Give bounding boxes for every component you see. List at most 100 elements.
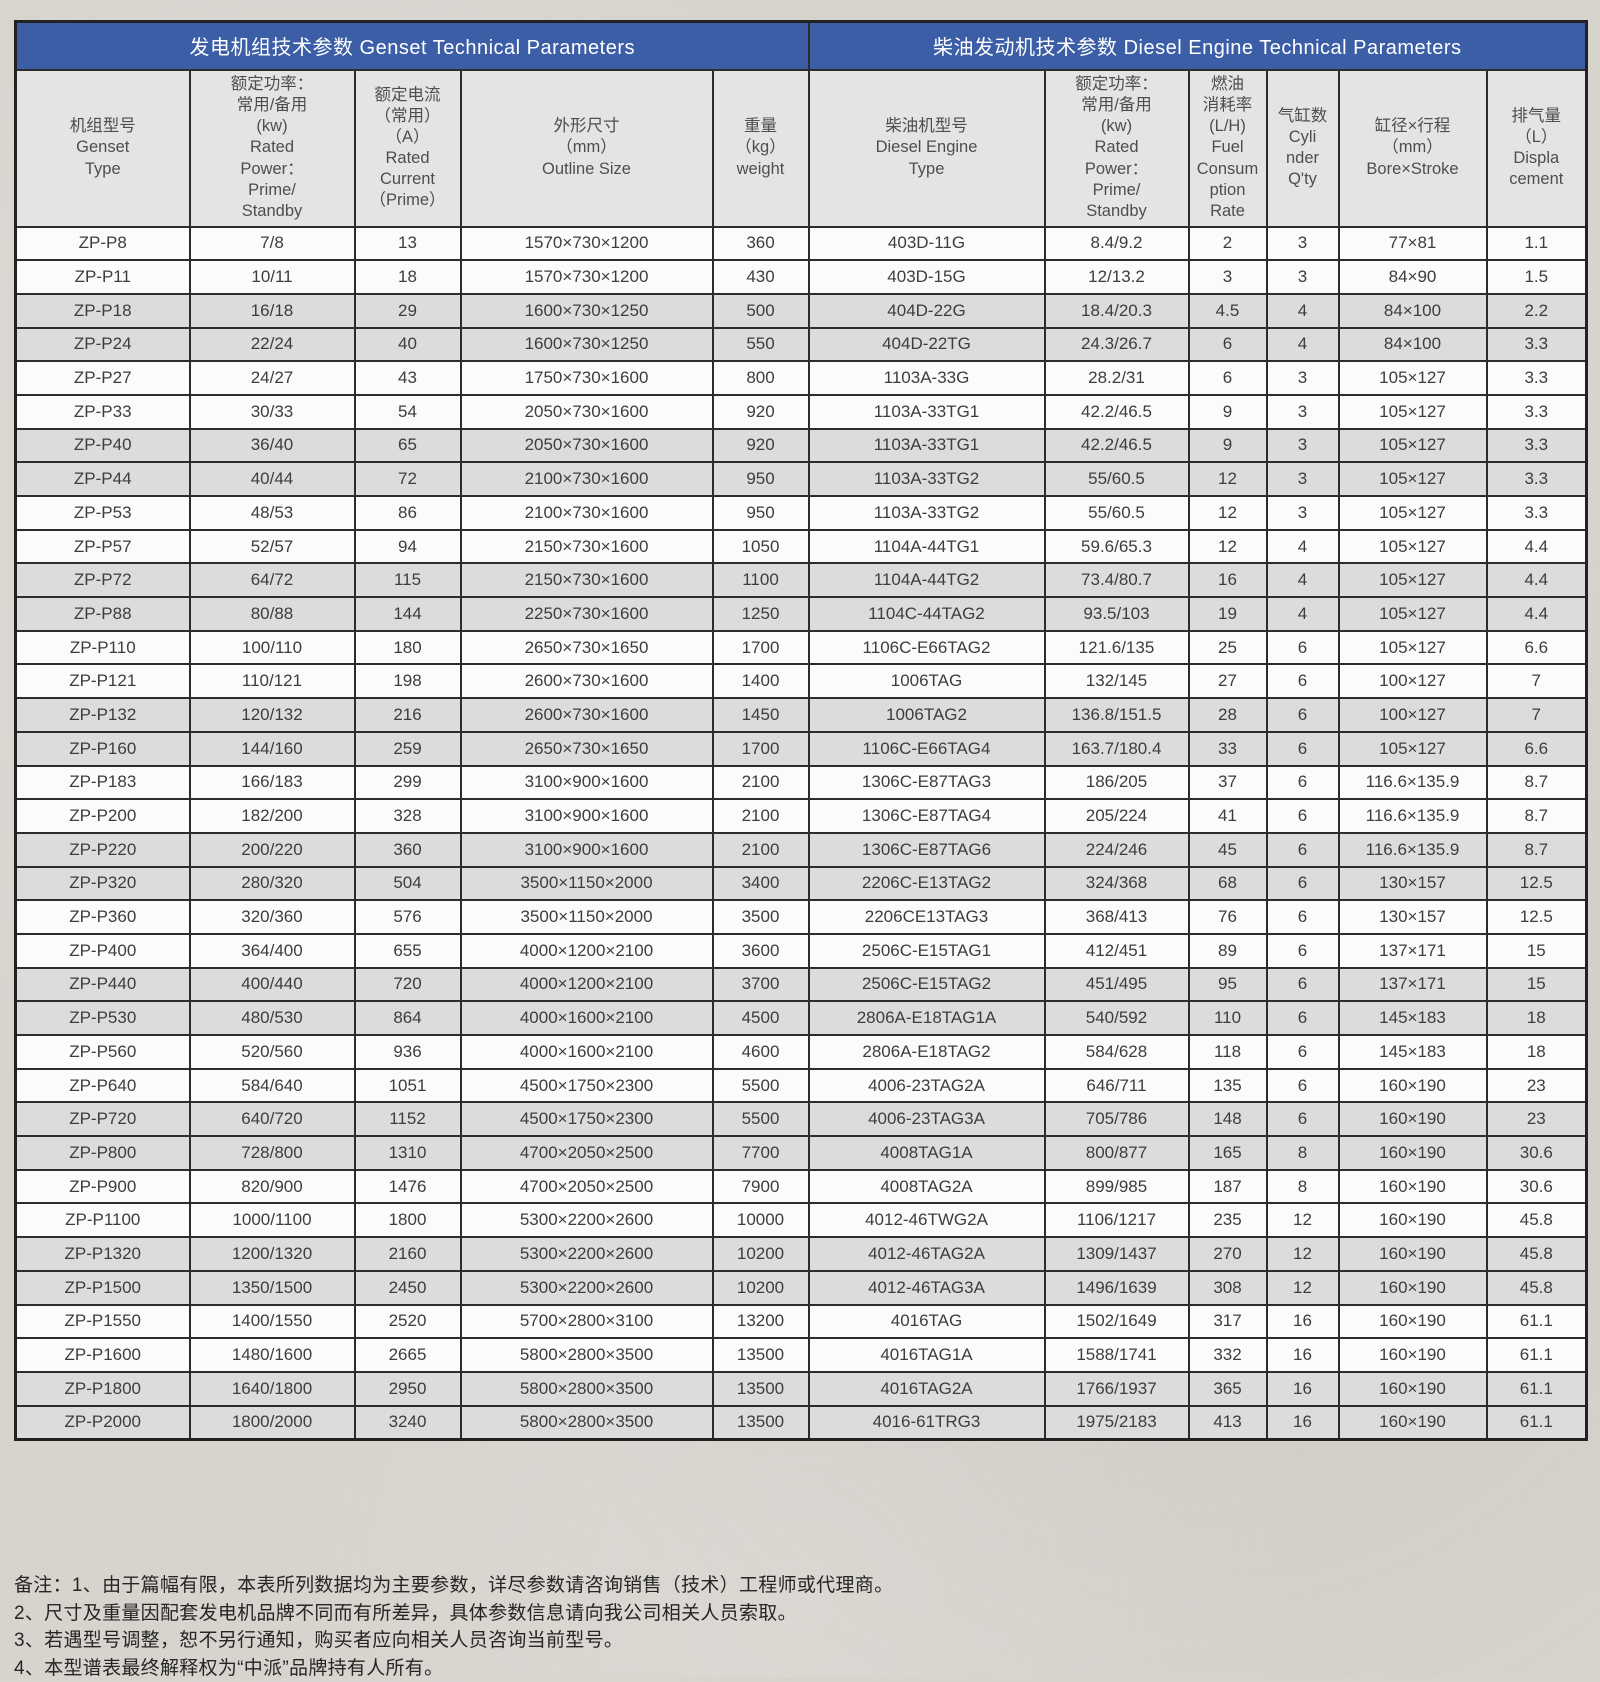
footnote-line: 2、尺寸及重量因配套发电机品牌不同而有所差异，具体参数信息请向我公司相关人员索取… xyxy=(14,1600,1574,1628)
table-cell: 6.6 xyxy=(1487,631,1587,665)
table-cell: 1106C-E66TAG4 xyxy=(809,732,1045,766)
table-cell: 1570×730×1200 xyxy=(461,227,713,261)
table-cell: 6 xyxy=(1267,631,1339,665)
table-cell: 368/413 xyxy=(1045,900,1189,934)
table-cell: 864 xyxy=(355,1001,461,1035)
table-cell: 216 xyxy=(355,698,461,732)
table-cell: 6 xyxy=(1267,1069,1339,1103)
table-cell: 4006-23TAG3A xyxy=(809,1102,1045,1136)
table-cell: 404D-22G xyxy=(809,294,1045,328)
table-cell: 705/786 xyxy=(1045,1102,1189,1136)
table-cell: 30.6 xyxy=(1487,1170,1587,1204)
table-cell: 68 xyxy=(1189,867,1267,901)
table-cell: 1006TAG xyxy=(809,664,1045,698)
table-cell: ZP-P11 xyxy=(16,260,190,294)
table-cell: 18.4/20.3 xyxy=(1045,294,1189,328)
table-cell: 6 xyxy=(1189,328,1267,362)
table-cell: 29 xyxy=(355,294,461,328)
table-cell: 4016TAG1A xyxy=(809,1338,1045,1372)
table-cell: 4000×1200×2100 xyxy=(461,934,713,968)
table-cell: 1588/1741 xyxy=(1045,1338,1189,1372)
table-cell: 25 xyxy=(1189,631,1267,665)
table-cell: 4 xyxy=(1267,563,1339,597)
table-cell: 950 xyxy=(713,496,809,530)
table-cell: 1496/1639 xyxy=(1045,1271,1189,1305)
table-cell: 2520 xyxy=(355,1305,461,1339)
table-cell: 235 xyxy=(1189,1203,1267,1237)
table-cell: 76 xyxy=(1189,900,1267,934)
table-cell: 5800×2800×3500 xyxy=(461,1406,713,1440)
table-cell: ZP-P53 xyxy=(16,496,190,530)
table-cell: 365 xyxy=(1189,1372,1267,1406)
table-cell: 18 xyxy=(1487,1001,1587,1035)
table-cell: 3100×900×1600 xyxy=(461,799,713,833)
table-cell: 55/60.5 xyxy=(1045,496,1189,530)
table-cell: 1306C-E87TAG4 xyxy=(809,799,1045,833)
table-cell: 1750×730×1600 xyxy=(461,361,713,395)
table-cell: 1800/2000 xyxy=(190,1406,355,1440)
table-cell: 4500 xyxy=(713,1001,809,1035)
table-cell: 45.8 xyxy=(1487,1271,1587,1305)
table-cell: ZP-P200 xyxy=(16,799,190,833)
table-cell: 1306C-E87TAG3 xyxy=(809,766,1045,800)
table-cell: ZP-P88 xyxy=(16,597,190,631)
table-cell: 84×100 xyxy=(1339,294,1487,328)
table-cell: ZP-P1500 xyxy=(16,1271,190,1305)
table-cell: 3240 xyxy=(355,1406,461,1440)
table-cell: 121.6/135 xyxy=(1045,631,1189,665)
table-cell: ZP-P900 xyxy=(16,1170,190,1204)
table-cell: 105×127 xyxy=(1339,429,1487,463)
table-cell: ZP-P183 xyxy=(16,766,190,800)
table-cell: 7/8 xyxy=(190,227,355,261)
table-cell: 94 xyxy=(355,530,461,564)
table-cell: 13200 xyxy=(713,1305,809,1339)
table-cell: 28.2/31 xyxy=(1045,361,1189,395)
table-cell: 12.5 xyxy=(1487,900,1587,934)
table-cell: 84×90 xyxy=(1339,260,1487,294)
table-cell: ZP-P440 xyxy=(16,968,190,1002)
table-cell: 30.6 xyxy=(1487,1136,1587,1170)
table-cell: 1700 xyxy=(713,732,809,766)
table-cell: 12 xyxy=(1267,1237,1339,1271)
table-cell: ZP-P132 xyxy=(16,698,190,732)
table-cell: 4012-46TAG2A xyxy=(809,1237,1045,1271)
table-cell: 105×127 xyxy=(1339,563,1487,597)
table-cell: 1640/1800 xyxy=(190,1372,355,1406)
table-cell: 16/18 xyxy=(190,294,355,328)
table-cell: 280/320 xyxy=(190,867,355,901)
table-cell: 5800×2800×3500 xyxy=(461,1372,713,1406)
table-cell: 5800×2800×3500 xyxy=(461,1338,713,1372)
table-cell: 3 xyxy=(1267,462,1339,496)
table-cell: 430 xyxy=(713,260,809,294)
table-cell: 3500×1150×2000 xyxy=(461,900,713,934)
table-cell: 55/60.5 xyxy=(1045,462,1189,496)
table-cell: 187 xyxy=(1189,1170,1267,1204)
table-cell: 4000×1600×2100 xyxy=(461,1035,713,1069)
table-cell: 1.5 xyxy=(1487,260,1587,294)
table-cell: 12 xyxy=(1189,496,1267,530)
table-cell: ZP-P8 xyxy=(16,227,190,261)
table-cell: ZP-P18 xyxy=(16,294,190,328)
table-cell: 160×190 xyxy=(1339,1102,1487,1136)
table-cell: 105×127 xyxy=(1339,732,1487,766)
table-cell: 12 xyxy=(1189,462,1267,496)
table-cell: ZP-P320 xyxy=(16,867,190,901)
table-cell: 8 xyxy=(1267,1170,1339,1204)
table-cell: 100/110 xyxy=(190,631,355,665)
table-cell: ZP-P27 xyxy=(16,361,190,395)
table-cell: 160×190 xyxy=(1339,1136,1487,1170)
table-cell: 299 xyxy=(355,766,461,800)
table-cell: ZP-P44 xyxy=(16,462,190,496)
table-cell: 4.4 xyxy=(1487,530,1587,564)
table-cell: 19 xyxy=(1189,597,1267,631)
table-cell: 403D-11G xyxy=(809,227,1045,261)
table-cell: 37 xyxy=(1189,766,1267,800)
